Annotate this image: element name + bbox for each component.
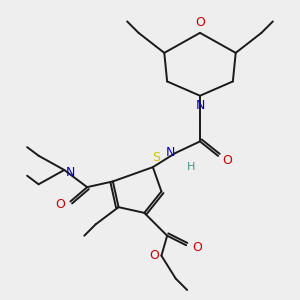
Text: O: O [192, 241, 202, 254]
Text: O: O [195, 16, 205, 29]
Text: O: O [149, 249, 159, 262]
Text: H: H [187, 162, 196, 172]
Text: O: O [55, 198, 65, 211]
Text: N: N [195, 99, 205, 112]
Text: S: S [152, 151, 160, 164]
Text: N: N [165, 146, 175, 159]
Text: O: O [222, 154, 232, 166]
Text: N: N [65, 167, 75, 179]
